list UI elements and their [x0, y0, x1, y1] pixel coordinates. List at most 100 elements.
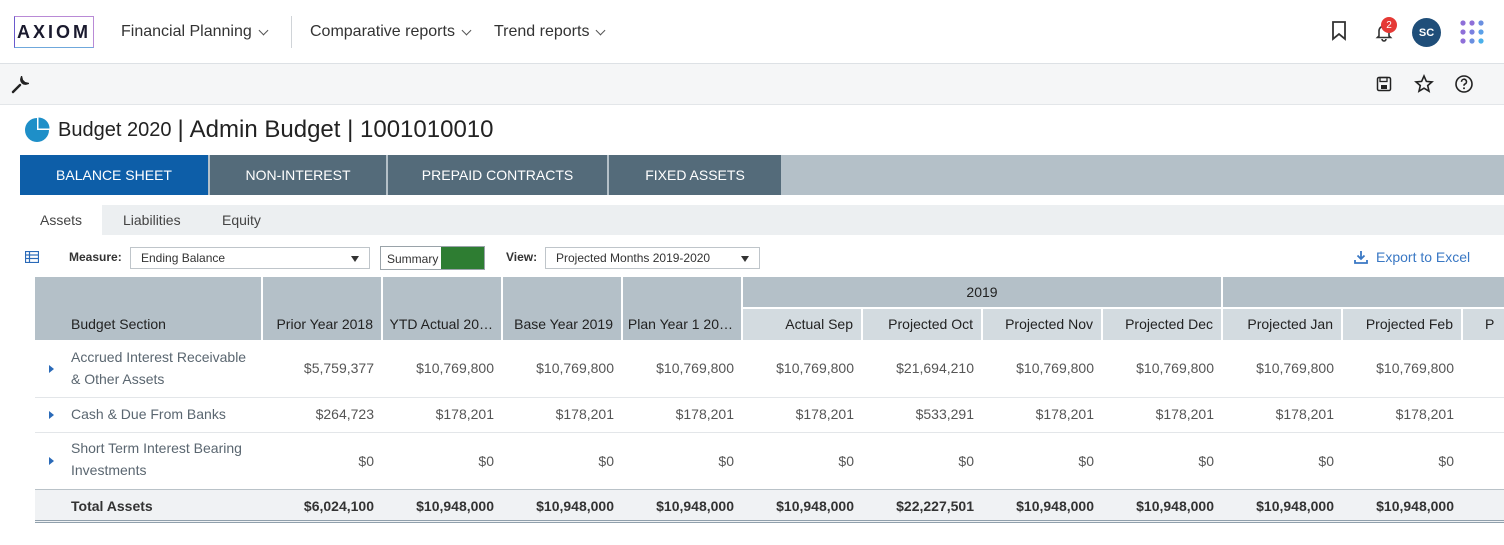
cell-value: $178,201	[675, 406, 734, 422]
page-toolbar	[0, 64, 1504, 105]
tab-balance-sheet[interactable]: BALANCE SHEET	[20, 155, 208, 195]
section-line: Short Term Interest Bearing	[71, 440, 242, 456]
total-value: $10,948,000	[1376, 498, 1454, 514]
column-header[interactable]: Projected Nov	[983, 309, 1101, 340]
column-header[interactable]: Projected Oct	[863, 309, 981, 340]
export-to-excel-button[interactable]: Export to Excel	[1354, 249, 1470, 265]
total-value: $10,948,000	[776, 498, 854, 514]
row-section-label: Accrued Interest Receivable & Other Asse…	[71, 346, 246, 390]
row-section-label: Short Term Interest Bearing Investments	[71, 437, 242, 481]
cell-value: $10,769,800	[656, 360, 734, 376]
cell-value: $178,201	[795, 406, 854, 422]
nav-comparative-reports[interactable]: Comparative reports	[310, 0, 472, 64]
subtab-liabilities[interactable]: Liabilities	[123, 212, 181, 228]
dropdown-arrow-icon	[741, 256, 749, 262]
total-value: $10,948,000	[416, 498, 494, 514]
column-header[interactable]: Projected Dec	[1103, 309, 1221, 340]
year-group-header-next	[1223, 277, 1504, 307]
expand-caret-icon[interactable]	[49, 365, 54, 373]
tab-fixed-assets[interactable]: FIXED ASSETS	[609, 155, 781, 195]
help-icon[interactable]	[1454, 74, 1474, 94]
cell-value: $10,769,800	[1376, 360, 1454, 376]
star-icon[interactable]	[1414, 74, 1434, 94]
column-header[interactable]: Projected Feb	[1343, 309, 1461, 340]
cell-value: $0	[1078, 453, 1094, 469]
total-value: $10,948,000	[1136, 498, 1214, 514]
cell-value: $21,694,210	[896, 360, 974, 376]
axiom-logo[interactable]: AXIOM	[14, 16, 94, 48]
cell-value: $178,201	[555, 406, 614, 422]
subtab-equity[interactable]: Equity	[222, 212, 261, 228]
cell-value: $0	[1318, 453, 1334, 469]
view-value: Projected Months 2019-2020	[556, 251, 711, 265]
total-value: $10,948,000	[1256, 498, 1334, 514]
summary-label: Summary	[387, 252, 439, 266]
cell-value: $178,201	[1035, 406, 1094, 422]
nav-divider	[291, 16, 292, 48]
save-icon[interactable]	[1376, 76, 1392, 92]
tab-non-interest[interactable]: NON-INTEREST	[210, 155, 386, 195]
cell-value: $10,769,800	[776, 360, 854, 376]
cell-value: $5,759,377	[303, 360, 374, 376]
subtab-assets[interactable]: Assets	[20, 205, 103, 235]
view-label: View:	[506, 250, 538, 264]
total-value: $10,948,000	[1016, 498, 1094, 514]
sub-tab-bar: Assets Liabilities Equity	[20, 205, 1504, 235]
nav-trend-reports[interactable]: Trend reports	[494, 0, 606, 64]
measure-select[interactable]: Ending Balance	[130, 247, 370, 269]
cell-value: $0	[1438, 453, 1454, 469]
wrench-icon[interactable]	[11, 76, 29, 94]
table-row[interactable]: Cash & Due From Banks $264,723 $178,201 …	[35, 398, 1504, 433]
chevron-down-icon	[596, 25, 606, 35]
tab-prepaid-contracts[interactable]: PREPAID CONTRACTS	[388, 155, 607, 195]
row-section-label: Cash & Due From Banks	[71, 406, 226, 422]
cell-value: $0	[478, 453, 494, 469]
dropdown-arrow-icon	[351, 256, 359, 262]
column-header-budget-section[interactable]: Budget Section	[35, 277, 261, 340]
column-header[interactable]: Plan Year 1 20…	[623, 277, 741, 340]
plan-detail: Admin Budget | 1001010010	[189, 116, 494, 143]
column-header[interactable]: YTD Actual 20…	[383, 277, 501, 340]
nav-financial-planning[interactable]: Financial Planning	[121, 0, 269, 64]
cell-value: $0	[598, 453, 614, 469]
total-value: $10,948,000	[656, 498, 734, 514]
view-select[interactable]: Projected Months 2019-2020	[545, 247, 760, 269]
plan-name: Budget 2020	[58, 118, 172, 141]
nav-label: Trend reports	[494, 23, 590, 40]
download-icon	[1354, 251, 1368, 264]
column-header[interactable]: P	[1463, 309, 1504, 340]
bookmark-icon[interactable]	[1331, 20, 1347, 42]
total-label: Total Assets	[71, 498, 153, 514]
column-header[interactable]: Actual Sep	[743, 309, 861, 340]
total-value: $6,024,100	[303, 498, 374, 514]
avatar[interactable]: SC	[1412, 18, 1441, 47]
cell-value: $10,769,800	[1016, 360, 1094, 376]
toggle-switch	[441, 247, 484, 269]
column-header[interactable]: Projected Jan	[1223, 309, 1341, 340]
expand-caret-icon[interactable]	[49, 411, 54, 419]
total-value: $10,948,000	[536, 498, 614, 514]
apps-grid-icon[interactable]	[1459, 19, 1485, 45]
section-line: Investments	[71, 462, 147, 478]
table-row[interactable]: Short Term Interest Bearing Investments …	[35, 433, 1504, 489]
total-value: $22,227,501	[896, 498, 974, 514]
table-view-icon[interactable]	[25, 251, 39, 263]
cell-value: $0	[958, 453, 974, 469]
cell-value: $178,201	[435, 406, 494, 422]
measure-label: Measure:	[69, 250, 122, 264]
cell-value: $264,723	[315, 406, 374, 422]
cell-value: $0	[718, 453, 734, 469]
column-header[interactable]: Base Year 2019	[503, 277, 621, 340]
table-row[interactable]: Accrued Interest Receivable & Other Asse…	[35, 340, 1504, 398]
cell-value: $10,769,800	[416, 360, 494, 376]
cell-value: $178,201	[1395, 406, 1454, 422]
cell-value: $10,769,800	[536, 360, 614, 376]
summary-toggle[interactable]: Summary	[380, 246, 485, 270]
expand-caret-icon[interactable]	[49, 457, 54, 465]
export-label: Export to Excel	[1376, 249, 1471, 265]
column-header[interactable]: Prior Year 2018	[263, 277, 381, 340]
pie-chart-icon	[25, 117, 50, 142]
year-group-header: 2019	[743, 277, 1221, 307]
chevron-down-icon	[258, 25, 269, 35]
nav-label: Financial Planning	[121, 23, 252, 40]
